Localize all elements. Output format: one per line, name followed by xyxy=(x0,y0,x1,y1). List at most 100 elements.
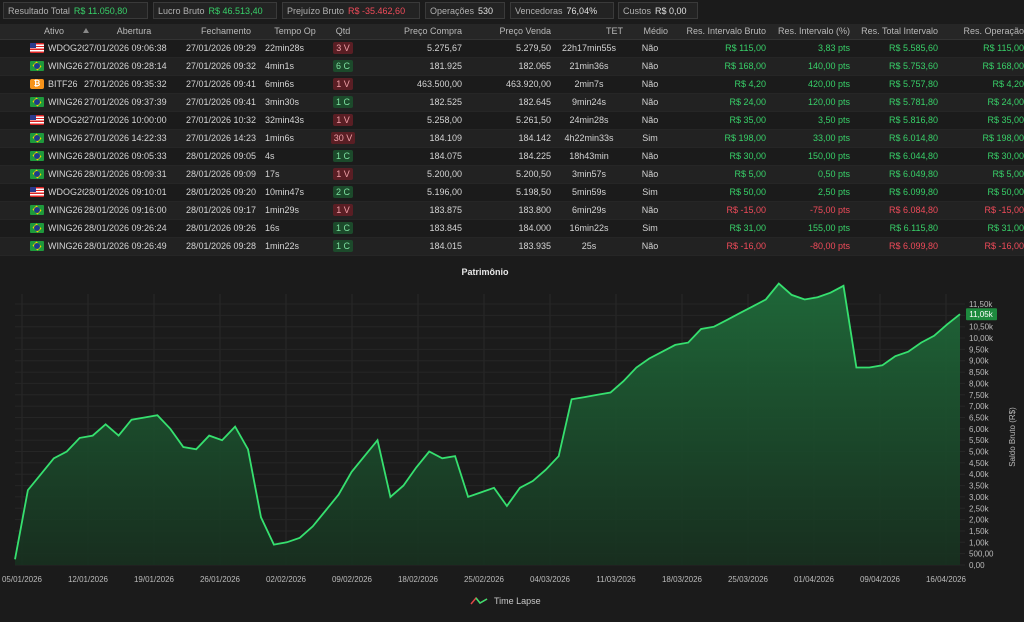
cell-res_pct: 120,00 pts xyxy=(807,97,850,107)
cell-res_op: R$ -16,00 xyxy=(984,241,1024,251)
cell-tet: 25s xyxy=(581,241,597,251)
column-header-medio[interactable]: Médio xyxy=(643,26,668,36)
us-flag-icon xyxy=(30,43,44,53)
table-row[interactable]: WING26 27/01/2026 14:22:33 27/01/2026 14:2… xyxy=(0,130,1024,148)
cell-tempo: 3min30s xyxy=(265,97,300,107)
summary-stat-value: R$ 0,00 xyxy=(655,5,687,16)
current-value-badge: 11,05k xyxy=(966,308,997,321)
cell-res_bruto: R$ -16,00 xyxy=(726,241,766,251)
cell-res_bruto: R$ 115,00 xyxy=(725,43,766,53)
table-row[interactable]: WING26 27/01/2026 09:28:14 27/01/2026 09:3… xyxy=(0,58,1024,76)
table-row[interactable]: WDOG26 27/01/2026 09:06:38 27/01/2026 09:2… xyxy=(0,40,1024,58)
cell-tet: 18h43min xyxy=(569,151,609,161)
summary-stat: Operações 530 xyxy=(425,2,505,19)
cell-res_bruto: R$ 168,00 xyxy=(724,61,766,71)
table-row[interactable]: WING26 28/01/2026 09:05:33 28/01/2026 09:0… xyxy=(0,148,1024,166)
cell-tempo: 1min29s xyxy=(265,205,300,215)
x-tick-label: 25/02/2026 xyxy=(464,575,505,584)
cell-venda: 182.065 xyxy=(518,61,551,71)
y-tick-label: 8,00k xyxy=(969,379,990,388)
column-header-tet[interactable]: TET xyxy=(606,26,623,36)
cell-venda: 183.935 xyxy=(518,241,551,251)
legend-label: Time Lapse xyxy=(494,596,541,606)
table-row[interactable]: WING26 28/01/2026 09:16:00 28/01/2026 09:1… xyxy=(0,202,1024,220)
column-header-res_pct[interactable]: Res. Intervalo (%) xyxy=(777,26,850,36)
table-row[interactable]: ₿ BITF26 27/01/2026 09:35:32 27/01/2026 09:… xyxy=(0,76,1024,94)
column-header-fechamento[interactable]: Fechamento xyxy=(200,26,252,36)
cell-res_total: R$ 6.049,80 xyxy=(888,169,938,179)
cell-res_total: R$ 5.816,80 xyxy=(888,115,938,125)
summary-stat-label: Prejuízo Bruto xyxy=(287,5,345,16)
cell-abertura: 27/01/2026 09:28:14 xyxy=(84,61,167,71)
cell-medio: Sim xyxy=(642,223,658,233)
x-tick-label: 11/03/2026 xyxy=(596,575,636,584)
cell-abertura: 28/01/2026 09:09:31 xyxy=(84,169,167,179)
cell-res_op: R$ 31,00 xyxy=(987,223,1024,233)
column-header-qtd[interactable]: Qtd xyxy=(335,26,351,36)
column-header-abertura[interactable]: Abertura xyxy=(116,26,152,36)
cell-res_bruto: R$ 4,20 xyxy=(734,79,766,89)
cell-abertura: 28/01/2026 09:05:33 xyxy=(84,151,167,161)
table-row[interactable]: WING26 28/01/2026 09:26:24 28/01/2026 09:2… xyxy=(0,220,1024,238)
brazil-flag-icon xyxy=(30,61,44,71)
column-header-res_bruto[interactable]: Res. Intervalo Bruto xyxy=(686,26,766,36)
cell-compra: 184.015 xyxy=(429,241,462,251)
cell-fechamento: 28/01/2026 09:05 xyxy=(186,151,257,161)
table-row[interactable]: WING26 27/01/2026 09:37:39 27/01/2026 09:4… xyxy=(0,94,1024,112)
x-tick-label: 05/01/2026 xyxy=(2,575,43,584)
cell-res_op: R$ 198,00 xyxy=(982,133,1024,143)
cell-fechamento: 27/01/2026 09:41 xyxy=(186,79,257,89)
cell-tempo: 22min28s xyxy=(265,43,305,53)
cell-fechamento: 28/01/2026 09:09 xyxy=(186,169,257,179)
table-row[interactable]: WDOG26 28/01/2026 09:10:01 28/01/2026 09:2… xyxy=(0,184,1024,202)
cell-fechamento: 28/01/2026 09:20 xyxy=(186,187,257,197)
summary-stat: Lucro Bruto R$ 46.513,40 xyxy=(153,2,277,19)
summary-stat-label: Operações xyxy=(430,5,475,16)
y-tick-label: 11,50k xyxy=(969,300,993,309)
y-tick-label: 6,00k xyxy=(969,425,990,434)
chart-legend[interactable]: Time Lapse xyxy=(470,596,541,606)
y-tick-label: 10,50k xyxy=(969,323,994,332)
table-row[interactable]: WING26 28/01/2026 09:09:31 28/01/2026 09:0… xyxy=(0,166,1024,184)
column-header-ativo[interactable]: Ativo xyxy=(44,26,65,36)
cell-res_total: R$ 5.753,60 xyxy=(888,61,938,71)
cell-qtd: 1 V xyxy=(323,202,363,219)
cell-tet: 5min59s xyxy=(571,187,607,197)
cell-compra: 183.845 xyxy=(429,223,462,233)
cell-venda: 183.800 xyxy=(518,205,551,215)
summary-stat: Vencedoras 76,04% xyxy=(510,2,614,19)
cell-compra: 181.925 xyxy=(429,61,462,71)
column-header-res_op[interactable]: Res. Operação xyxy=(963,26,1024,36)
cell-medio: Não xyxy=(641,61,659,71)
summary-stat-label: Resultado Total xyxy=(8,5,70,16)
table-row[interactable]: WING26 28/01/2026 09:26:49 28/01/2026 09:2… xyxy=(0,238,1024,256)
table-row[interactable]: WDOG26 27/01/2026 10:00:00 27/01/2026 10:3… xyxy=(0,112,1024,130)
cell-res_total: R$ 6.115,80 xyxy=(889,223,938,233)
cell-medio: Não xyxy=(641,115,659,125)
qty-badge: 1 C xyxy=(332,96,353,108)
cell-ativo: WING26 xyxy=(48,223,83,233)
cell-tempo: 1min6s xyxy=(265,133,295,143)
column-header-res_total[interactable]: Res. Total Intervalo xyxy=(861,26,938,36)
column-header-venda[interactable]: Preço Venda xyxy=(499,26,551,36)
equity-chart: Patrimônio 05/01/2026 12/01/2026 19/01/202… xyxy=(0,262,1024,622)
column-header-compra[interactable]: Preço Compra xyxy=(403,26,462,36)
summary-stat-value: R$ -35.462,60 xyxy=(348,5,406,16)
cell-res_pct: 140,00 pts xyxy=(807,61,850,71)
cell-compra: 5.196,00 xyxy=(426,187,462,197)
qty-badge: 1 C xyxy=(332,240,353,252)
y-tick-label: 7,00k xyxy=(969,402,990,411)
qty-badge: 2 C xyxy=(332,186,353,198)
y-tick-label: 500,00 xyxy=(969,550,994,559)
y-tick-label: 8,50k xyxy=(969,368,990,377)
y-tick-label: 2,00k xyxy=(969,516,990,525)
column-header-tempo[interactable]: Tempo Op xyxy=(274,26,316,36)
cell-fechamento: 27/01/2026 09:41 xyxy=(186,97,257,107)
cell-res_pct: 2,50 pts xyxy=(817,187,850,197)
y-tick-label: 5,50k xyxy=(969,436,990,445)
cell-tempo: 32min43s xyxy=(265,115,305,125)
summary-stat: Resultado Total R$ 11.050,80 xyxy=(3,2,148,19)
cell-res_total: R$ 5.781,80 xyxy=(888,97,938,107)
y-tick-label: 4,00k xyxy=(969,470,990,479)
cell-venda: 5.198,50 xyxy=(515,187,551,197)
